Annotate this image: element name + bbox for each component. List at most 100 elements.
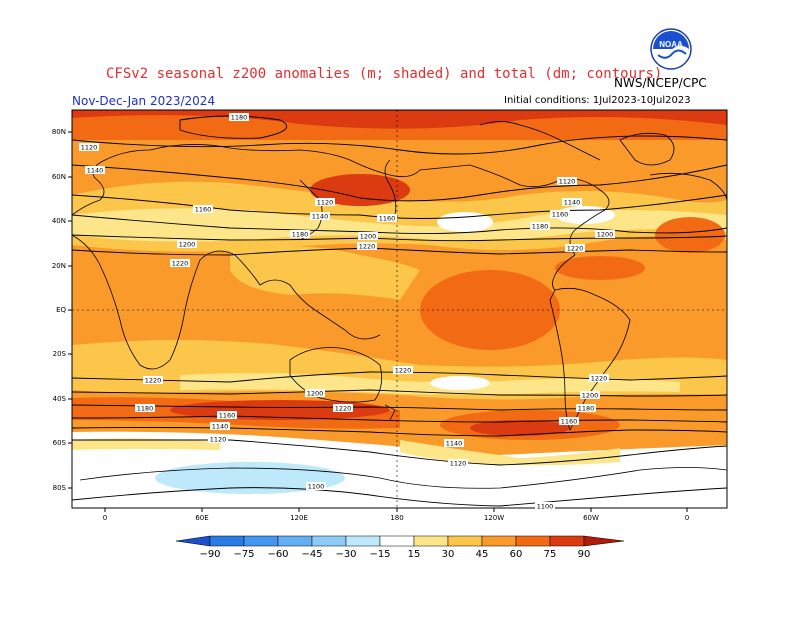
contour-1140-sh: [72, 427, 727, 437]
contour-label: 1180: [137, 405, 154, 413]
colorbar-arrow-high: [583, 535, 625, 547]
colorbar-label: 45: [476, 549, 489, 560]
contour-1200-sh: [72, 389, 727, 397]
lon-label-0: 0: [103, 514, 107, 522]
shade-tropical-pacific: [420, 270, 560, 350]
contour-label: 1100: [537, 503, 554, 511]
contour-label: 1200: [597, 231, 614, 239]
contour-label: 1220: [172, 260, 189, 268]
greenland-outline: [619, 132, 675, 166]
forecast-period: Nov-Dec-Jan 2023/2024: [72, 94, 216, 108]
contour-1120-nh: [72, 135, 727, 155]
central-america-outline: [552, 254, 576, 291]
map-title: CFSv2 seasonal z200 anomalies (m; shaded…: [106, 66, 663, 82]
contour-1160-sh: [72, 415, 727, 423]
contour-1180-nh: [72, 214, 727, 235]
contour-label: 1140: [564, 199, 581, 207]
shade-africa-strong: [655, 217, 725, 253]
contour-1220-nh: [72, 247, 727, 256]
colorbar-label: −30: [335, 549, 356, 560]
colorbar: −90 −75 −60 −45 −30 −15 15 30 45 60 75 9…: [175, 535, 625, 560]
colorbar-label: 75: [544, 549, 557, 560]
lat-label-60s: 60S: [53, 439, 67, 447]
contour-label: 1180: [231, 114, 248, 122]
contour-label: 1140: [87, 167, 104, 175]
contour-label: 1220: [145, 377, 162, 385]
shade-asia-moderate: [230, 246, 420, 300]
contour-label: 1140: [312, 213, 329, 221]
contour-label: 1200: [360, 233, 377, 241]
contour-label: 1200: [307, 390, 324, 398]
contour-1120-sh: [72, 439, 727, 466]
colorbar-label: −90: [199, 549, 220, 560]
contour-label: 1220: [395, 367, 412, 375]
lat-label-80n: 80N: [52, 128, 66, 136]
lat-labels: 80N 60N 40N 20N EQ 20S 40S 60S 80S: [52, 128, 67, 492]
contour-label: 1160: [552, 211, 569, 219]
shade-nh-neutral: [437, 212, 493, 232]
africa-outline: [72, 234, 236, 370]
colorbar-segment: [379, 535, 415, 547]
contour-layer: [72, 115, 727, 507]
contour-label: 1160: [379, 215, 396, 223]
contour-label: 1120: [210, 436, 227, 444]
contour-label: 1220: [591, 375, 608, 383]
colorbar-label: 30: [442, 549, 455, 560]
colorbar-label: −60: [267, 549, 288, 560]
lat-label-40n: 40N: [52, 217, 66, 225]
contour-label: 1180: [532, 223, 549, 231]
contour-1140-nh: [72, 164, 727, 202]
initial-conditions: Initial conditions: 1Jul2023-10Jul2023: [504, 95, 691, 106]
contour-1220-sh: [72, 371, 727, 383]
shade-sh-polar-weak-2: [72, 438, 220, 450]
colorbar-segment: [515, 535, 551, 547]
contour-label: 1120: [450, 460, 467, 468]
lon-label-0-east: 0: [685, 514, 689, 522]
colorbar-segment: [481, 535, 517, 547]
colorbar-label: 90: [578, 549, 591, 560]
lat-label-40s: 40S: [53, 395, 67, 403]
lat-ticks: [68, 131, 72, 489]
contour-label: 1200: [179, 241, 196, 249]
colorbar-label: −75: [233, 549, 254, 560]
contour-1180-sh: [72, 404, 727, 411]
lat-label-80s: 80S: [53, 484, 67, 492]
contour-label: 1120: [317, 199, 334, 207]
lat-label-20s: 20S: [53, 350, 67, 358]
lat-label-20n: 20N: [52, 262, 66, 270]
shade-atlantic-strong: [555, 256, 645, 280]
arctic-coast-outline: [479, 121, 601, 161]
colorbar-segment: [311, 535, 347, 547]
lon-label-60e: 60E: [195, 514, 208, 522]
shading-layer: [72, 110, 727, 508]
colorbar-arrow-low: [175, 535, 211, 547]
antarctica-outline: [79, 467, 727, 489]
lat-label-60n: 60N: [52, 173, 66, 181]
lon-label-120w: 120W: [484, 514, 504, 522]
shade-sh-extreme-2: [470, 420, 570, 436]
colorbar-label: 15: [408, 549, 421, 560]
contour-label: 1120: [559, 178, 576, 186]
contour-label: 1200: [582, 392, 599, 400]
contour-label: 1180: [292, 231, 309, 239]
south-america-outline: [549, 287, 631, 432]
colorbar-segment: [277, 535, 313, 547]
contour-label: 1180: [578, 405, 595, 413]
contour-label: 1140: [446, 440, 463, 448]
new-zealand-outline: [384, 404, 396, 421]
colorbar-label: −45: [301, 549, 322, 560]
contour-label: 1140: [212, 423, 229, 431]
contour-label: 1220: [567, 245, 584, 253]
lon-ticks: [104, 508, 688, 512]
contour-label: 1160: [219, 412, 236, 420]
contour-label: 1220: [359, 243, 376, 251]
lon-label-180: 180: [390, 514, 403, 522]
contour-label: 1220: [335, 405, 352, 413]
south-asia-outline: [234, 254, 381, 340]
contour-label: 1160: [195, 206, 212, 214]
colorbar-segment: [447, 535, 483, 547]
contour-1180-north: [179, 115, 288, 139]
shade-sh-polar-weak: [400, 440, 620, 466]
contour-1200-nh: [72, 234, 727, 242]
lon-label-120e: 120E: [290, 514, 308, 522]
